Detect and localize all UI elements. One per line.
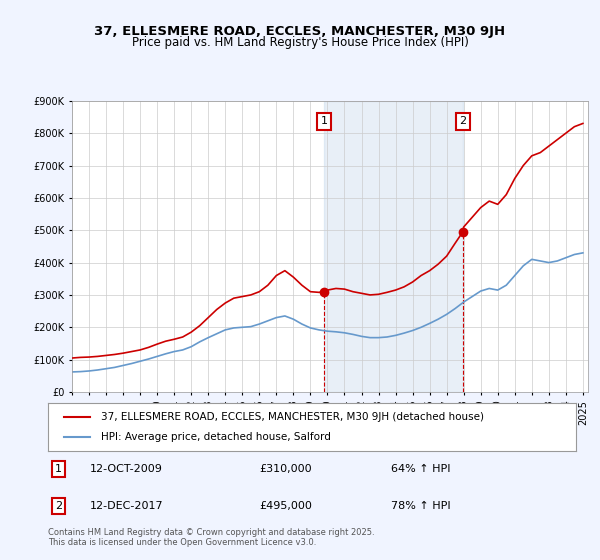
Text: £310,000: £310,000 — [259, 464, 312, 474]
Text: £495,000: £495,000 — [259, 501, 312, 511]
Text: 12-OCT-2009: 12-OCT-2009 — [90, 464, 163, 474]
Text: 1: 1 — [55, 464, 62, 474]
Text: 64% ↑ HPI: 64% ↑ HPI — [391, 464, 451, 474]
Text: 1: 1 — [320, 116, 328, 126]
Text: Contains HM Land Registry data © Crown copyright and database right 2025.
This d: Contains HM Land Registry data © Crown c… — [48, 528, 374, 547]
Bar — [324, 101, 463, 392]
Text: 2: 2 — [55, 501, 62, 511]
Text: 2: 2 — [459, 116, 466, 126]
Text: Price paid vs. HM Land Registry's House Price Index (HPI): Price paid vs. HM Land Registry's House … — [131, 36, 469, 49]
Text: 37, ELLESMERE ROAD, ECCLES, MANCHESTER, M30 9JH (detached house): 37, ELLESMERE ROAD, ECCLES, MANCHESTER, … — [101, 412, 484, 422]
Text: HPI: Average price, detached house, Salford: HPI: Average price, detached house, Salf… — [101, 432, 331, 442]
Text: 37, ELLESMERE ROAD, ECCLES, MANCHESTER, M30 9JH: 37, ELLESMERE ROAD, ECCLES, MANCHESTER, … — [94, 25, 506, 38]
Text: 78% ↑ HPI: 78% ↑ HPI — [391, 501, 451, 511]
Text: 12-DEC-2017: 12-DEC-2017 — [90, 501, 164, 511]
